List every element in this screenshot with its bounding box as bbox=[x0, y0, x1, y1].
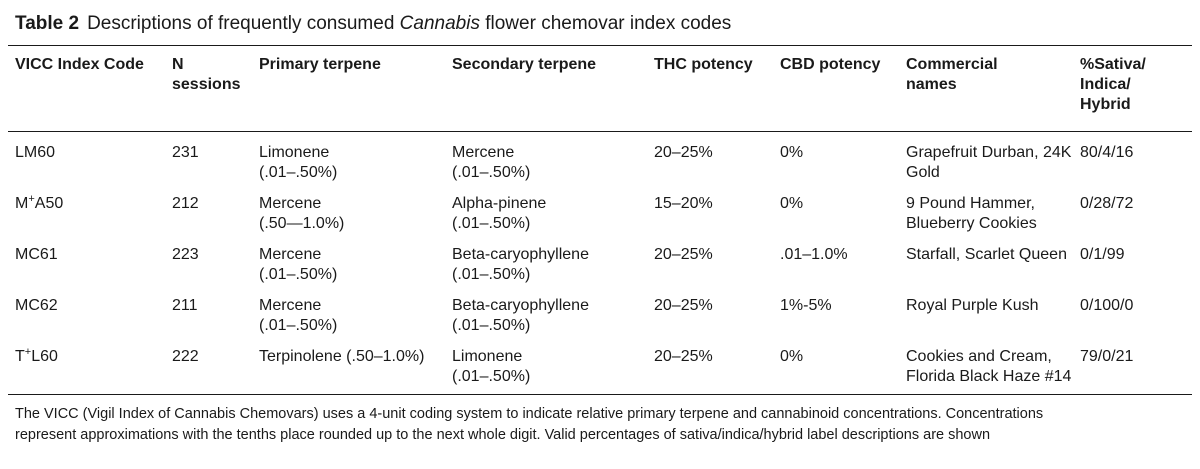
row-4-cbd-potency: 1%-5% bbox=[780, 297, 832, 314]
row-4-sessions: 211 bbox=[172, 297, 198, 314]
header-primary-terpene: Primary terpene bbox=[259, 56, 381, 73]
row-1-index-code: LM60 bbox=[15, 144, 56, 161]
header-secondary-terpene: Secondary terpene bbox=[452, 56, 597, 73]
row-2-cbd-potency: 0% bbox=[780, 195, 804, 212]
header-commercial-names: Commercial names bbox=[906, 56, 998, 93]
row-3-index-code: MC61 bbox=[15, 246, 58, 263]
row-3-commercial-names: Starfall, Scarlet Queen bbox=[906, 246, 1067, 263]
header-n-sessions: N sessions bbox=[172, 56, 241, 93]
row-5-commercial-names: Cookies and Cream, Florida Black Haze #14 bbox=[906, 348, 1072, 385]
row-3-cbd-potency: .01–1.0% bbox=[780, 246, 848, 263]
table-header-rule bbox=[8, 131, 1192, 132]
footnote-line-1: The VICC (Vigil Index of Cannabis Chemov… bbox=[15, 406, 1044, 422]
row-4-secondary-terpene: Beta-caryophyllene (.01–.50%) bbox=[452, 297, 589, 334]
table-caption: Table 2 Descriptions of frequently consum… bbox=[15, 12, 731, 36]
table-top-rule bbox=[8, 45, 1192, 46]
row-1-primary-terpene: Limonene (.01–.50%) bbox=[259, 144, 338, 181]
table-label: Table 2 bbox=[15, 13, 80, 34]
row-3-thc-potency: 20–25% bbox=[654, 246, 713, 263]
header-sativa-indica-hybrid: %Sativa/ Indica/ Hybrid bbox=[1080, 56, 1146, 113]
row-2-ratio: 0/28/72 bbox=[1080, 195, 1134, 212]
row-3-ratio: 0/1/99 bbox=[1080, 246, 1125, 263]
footnote-line-2: represent approximations with the tenths… bbox=[15, 427, 991, 443]
row-4-index-code: MC62 bbox=[15, 297, 58, 314]
header-cbd-potency: CBD potency bbox=[780, 56, 881, 73]
row-1-ratio: 80/4/16 bbox=[1080, 144, 1134, 161]
caption-text-before: Descriptions of frequently consumed bbox=[87, 13, 400, 34]
row-1-thc-potency: 20–25% bbox=[654, 144, 713, 161]
row-2-index-code: M+A50 bbox=[15, 193, 64, 213]
row-5-primary-terpene: Terpinolene (.50–1.0%) bbox=[259, 348, 425, 365]
row-2-sessions: 212 bbox=[172, 195, 199, 212]
caption-italic-term: Cannabis bbox=[399, 13, 480, 34]
row-1-secondary-terpene: Mercene (.01–.50%) bbox=[452, 144, 531, 181]
row-5-thc-potency: 20–25% bbox=[654, 348, 713, 365]
row-1-cbd-potency: 0% bbox=[780, 144, 804, 161]
row-2-thc-potency: 15–20% bbox=[654, 195, 713, 212]
row-5-sessions: 222 bbox=[172, 348, 199, 365]
table-footnote: The VICC (Vigil Index of Cannabis Chemov… bbox=[15, 404, 1190, 446]
row-4-ratio: 0/100/0 bbox=[1080, 297, 1134, 314]
row-4-commercial-names: Royal Purple Kush bbox=[906, 297, 1039, 314]
row-2-secondary-terpene: Alpha-pinene (.01–.50%) bbox=[452, 195, 547, 232]
row-1-sessions: 231 bbox=[172, 144, 199, 161]
row-5-cbd-potency: 0% bbox=[780, 348, 804, 365]
row-2-commercial-names: 9 Pound Hammer, Blueberry Cookies bbox=[906, 195, 1037, 232]
header-thc-potency: THC potency bbox=[654, 56, 753, 73]
row-5-index-code: T+L60 bbox=[15, 346, 58, 366]
row-3-secondary-terpene: Beta-caryophyllene (.01–.50%) bbox=[452, 246, 589, 283]
row-3-sessions: 223 bbox=[172, 246, 199, 263]
row-2-primary-terpene: Mercene (.50—1.0%) bbox=[259, 195, 345, 232]
row-4-thc-potency: 20–25% bbox=[654, 297, 713, 314]
row-3-primary-terpene: Mercene (.01–.50%) bbox=[259, 246, 338, 283]
row-5-secondary-terpene: Limonene (.01–.50%) bbox=[452, 348, 531, 385]
header-vicc-index-code: VICC Index Code bbox=[15, 56, 144, 73]
row-5-ratio: 79/0/21 bbox=[1080, 348, 1134, 365]
caption-text-after: flower chemovar index codes bbox=[479, 13, 732, 34]
row-4-primary-terpene: Mercene (.01–.50%) bbox=[259, 297, 338, 334]
row-1-commercial-names: Grapefruit Durban, 24K Gold bbox=[906, 144, 1072, 181]
table-bottom-rule bbox=[8, 394, 1192, 395]
